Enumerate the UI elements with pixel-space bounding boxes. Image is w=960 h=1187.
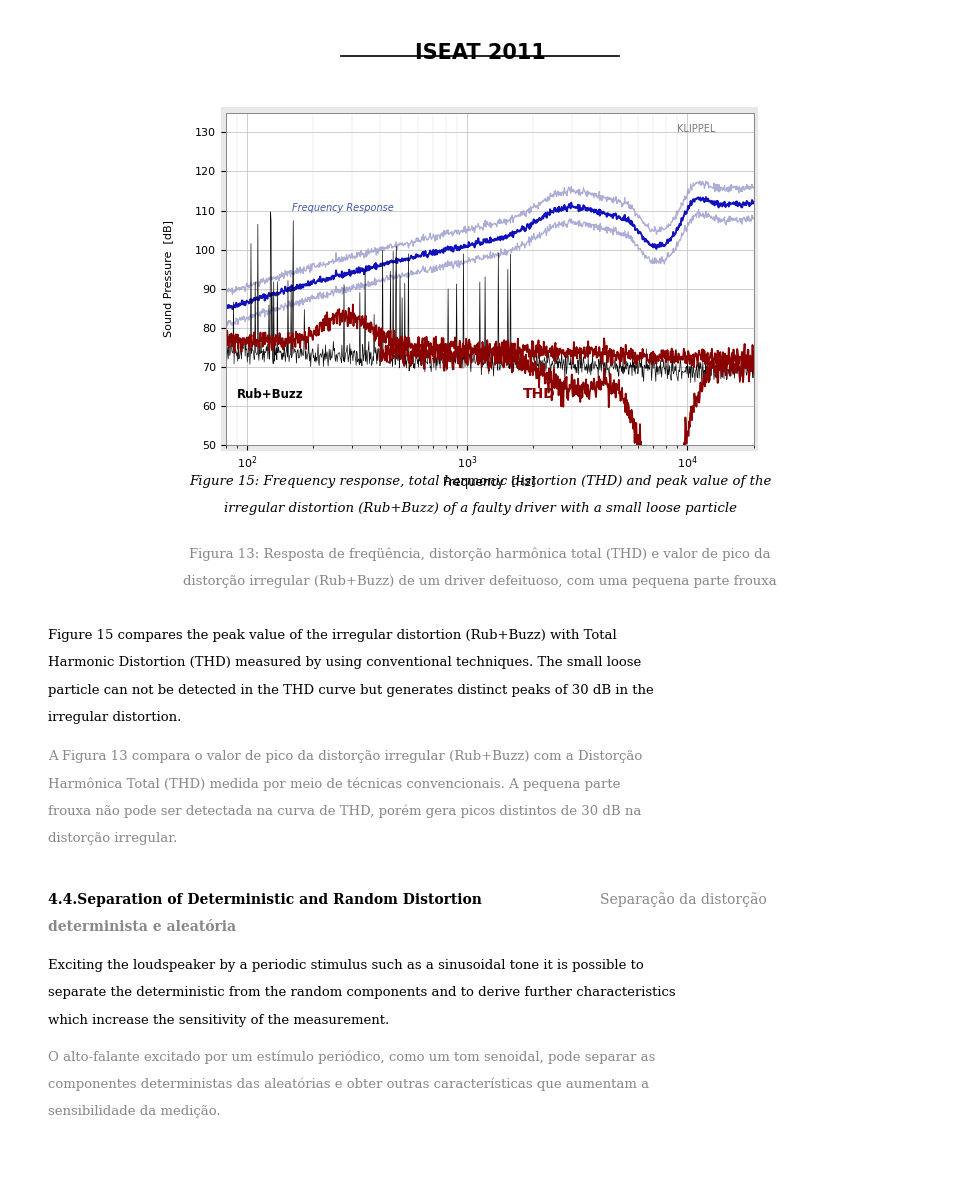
Y-axis label: Sound Pressure  [dB]: Sound Pressure [dB] (163, 221, 173, 337)
Text: distorção irregular (Rub+Buzz) de um driver defeituoso, com uma pequena parte fr: distorção irregular (Rub+Buzz) de um dri… (183, 575, 777, 588)
Text: Figure 15: Frequency response, total harmonic distortion (THD) and peak value of: Figure 15: Frequency response, total har… (189, 475, 771, 488)
Text: separate the deterministic from the random components and to derive further char: separate the deterministic from the rand… (48, 986, 676, 999)
Text: A Figura 13 compara o valor de pico da distorção irregular (Rub+Buzz) com a Dist: A Figura 13 compara o valor de pico da d… (48, 750, 642, 763)
Text: frouxa não pode ser detectada na curva de THD, porém gera picos distintos de 30 : frouxa não pode ser detectada na curva d… (48, 805, 641, 818)
Text: irregular distortion.: irregular distortion. (48, 711, 181, 724)
Text: Rub+Buzz: Rub+Buzz (237, 388, 303, 401)
Text: Figure 15 compares the peak value of the irregular distortion (Rub+Buzz) with To: Figure 15 compares the peak value of the… (48, 629, 616, 642)
Text: componentes deterministas das aleatórias e obter outras características que aume: componentes deterministas das aleatórias… (48, 1078, 649, 1091)
Text: irregular distortion (Rub+Buzz) of a faulty driver with a small loose particle: irregular distortion (Rub+Buzz) of a fau… (224, 502, 736, 515)
Text: Harmonic Distortion (THD) measured by using conventional techniques. The small l: Harmonic Distortion (THD) measured by us… (48, 656, 641, 669)
Text: Figura 13: Resposta de freqüência, distorção harmônica total (THD) e valor de pi: Figura 13: Resposta de freqüência, disto… (189, 547, 771, 560)
X-axis label: Frequency  [Hz]: Frequency [Hz] (444, 476, 536, 489)
Text: 4.4.Separation of Deterministic and Random Distortion: 4.4.Separation of Deterministic and Rand… (48, 893, 482, 907)
Text: KLIPPEL: KLIPPEL (677, 125, 715, 134)
Text: determinista e aleatória: determinista e aleatória (48, 920, 236, 934)
Text: O alto-falante excitado por um estímulo periódico, como um tom senoidal, pode se: O alto-falante excitado por um estímulo … (48, 1050, 656, 1064)
Text: Frequency Response: Frequency Response (292, 203, 394, 212)
Text: Harmônica Total (THD) medida por meio de técnicas convencionais. A pequena parte: Harmônica Total (THD) medida por meio de… (48, 777, 620, 791)
Text: Exciting the loudspeaker by a periodic stimulus such as a sinusoidal tone it is : Exciting the loudspeaker by a periodic s… (48, 959, 644, 972)
Text: THD: THD (523, 387, 556, 401)
Text: particle can not be detected in the THD curve but generates distinct peaks of 30: particle can not be detected in the THD … (48, 684, 654, 697)
Text: Separação da distorção: Separação da distorção (600, 893, 767, 908)
Text: which increase the sensitivity of the measurement.: which increase the sensitivity of the me… (48, 1014, 389, 1027)
Text: sensibilidade da medição.: sensibilidade da medição. (48, 1105, 221, 1118)
Text: ISEAT 2011: ISEAT 2011 (415, 43, 545, 63)
Text: distorção irregular.: distorção irregular. (48, 832, 178, 845)
